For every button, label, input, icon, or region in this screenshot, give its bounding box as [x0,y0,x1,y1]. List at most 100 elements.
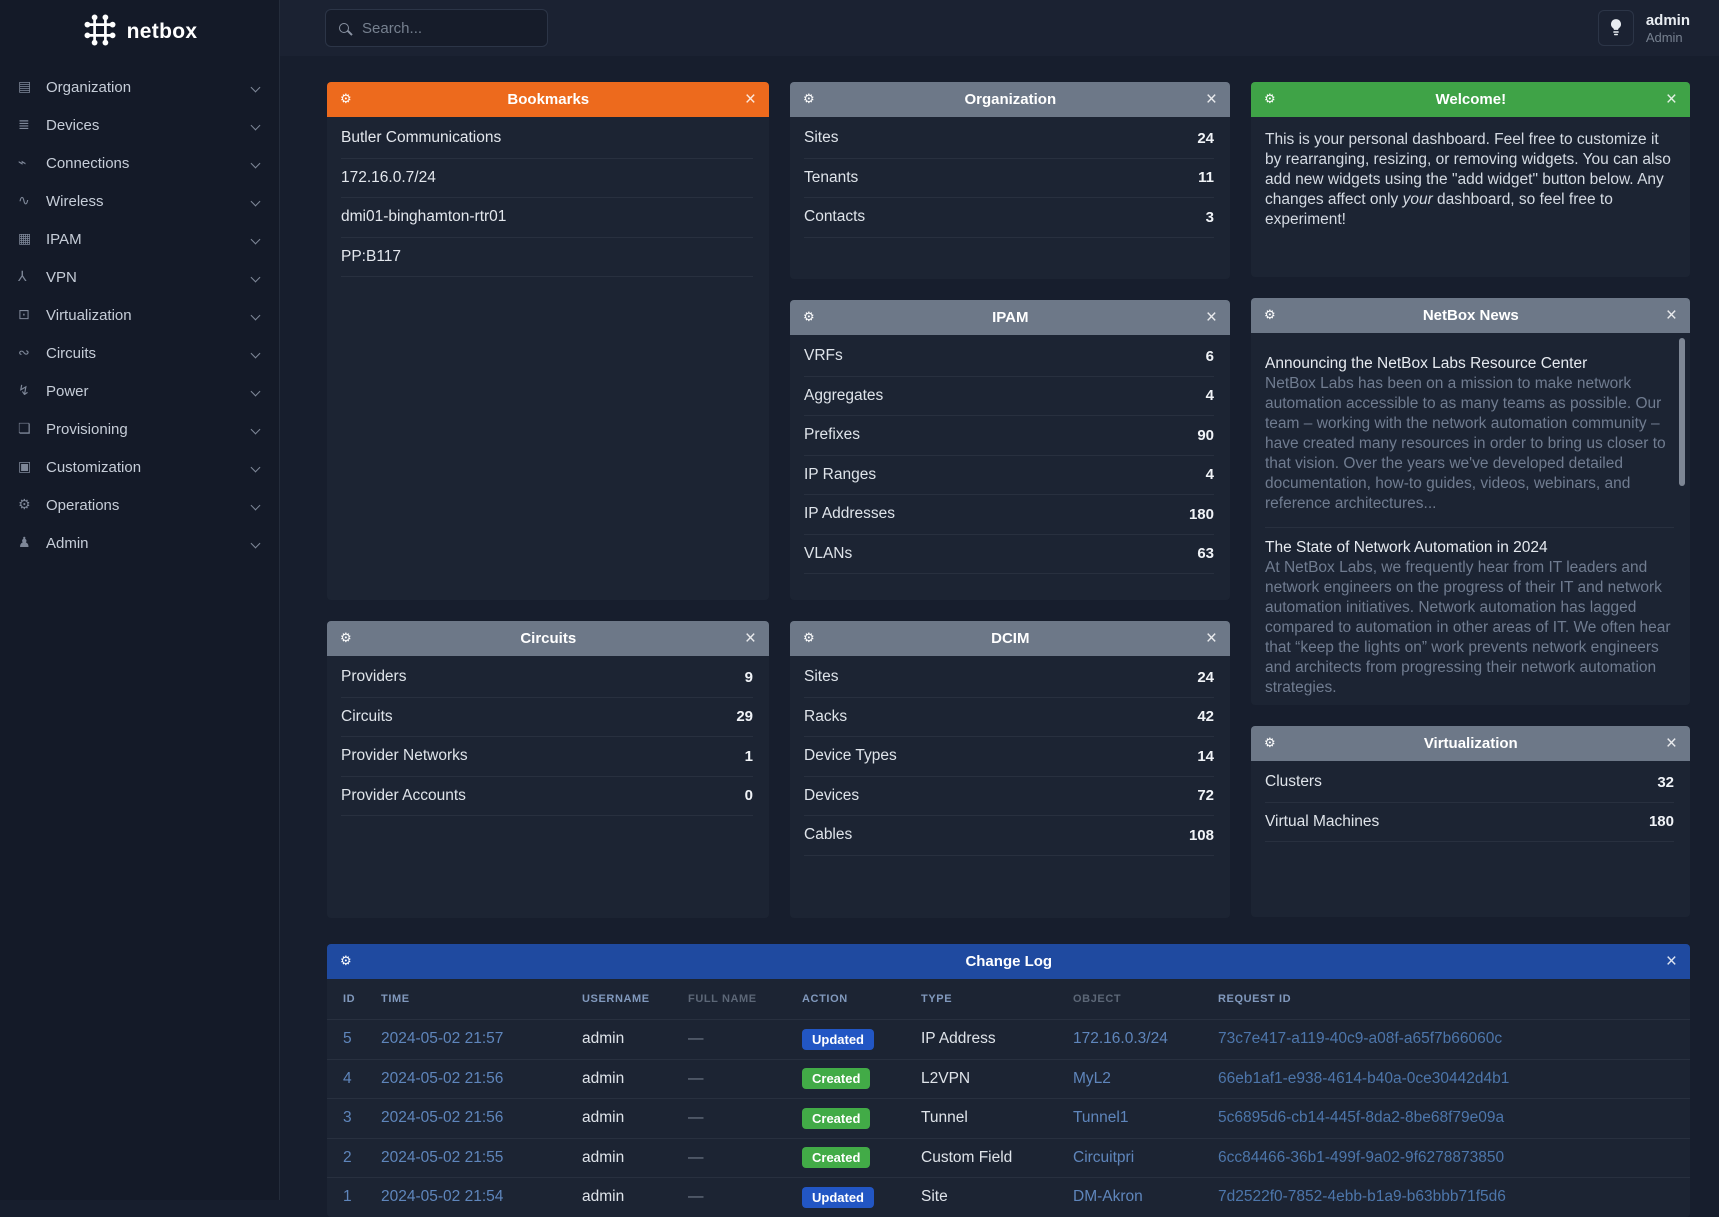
sidebar-item[interactable]: ⅄ VPN [0,258,279,296]
gear-icon[interactable]: ⚙ [1264,309,1276,322]
change-object-link[interactable]: Circuitpri [1073,1149,1218,1167]
gear-icon[interactable]: ⚙ [803,93,815,106]
count-label-link[interactable]: Clusters [1265,773,1322,791]
change-action-cell: Created [802,1108,921,1129]
changelog-row: 5 2024-05-02 21:57 admin — Updated IP Ad… [327,1019,1690,1059]
change-time-link[interactable]: 2024-05-02 21:55 [381,1149,582,1167]
count-label-link[interactable]: IP Ranges [804,466,876,484]
change-request-id-link[interactable]: 73c7e417-a119-40c9-a08f-a65f7b66060c [1218,1030,1674,1048]
count-label-link[interactable]: Contacts [804,208,865,226]
change-time-link[interactable]: 2024-05-02 21:54 [381,1188,582,1206]
theme-toggle-button[interactable] [1598,10,1634,46]
change-id-link[interactable]: 1 [343,1188,381,1206]
change-id-link[interactable]: 2 [343,1149,381,1167]
count-row: Cables 108 [804,816,1214,856]
count-label-link[interactable]: Device Types [804,747,897,765]
column-header-id[interactable]: ID [343,993,381,1005]
change-request-id-link[interactable]: 5c6895d6-cb14-445f-8da2-8be68f79e09a [1218,1109,1674,1127]
count-label-link[interactable]: VRFs [804,347,843,365]
user-menu[interactable]: admin Admin [1646,12,1690,45]
close-icon[interactable]: × [745,629,756,648]
change-id-link[interactable]: 3 [343,1109,381,1127]
change-id-link[interactable]: 4 [343,1070,381,1088]
bookmark-link[interactable]: Butler Communications [341,119,753,159]
close-icon[interactable]: × [1206,308,1217,327]
news-article-body: At NetBox Labs, we frequently hear from … [1265,558,1674,698]
count-value: 4 [1206,387,1214,404]
gear-icon[interactable]: ⚙ [803,632,815,645]
count-label-link[interactable]: Provider Accounts [341,787,466,805]
change-request-id-link[interactable]: 7d2522f0-7852-4ebb-b1a9-b63bbb71f5d6 [1218,1188,1674,1206]
column-header-time[interactable]: TIME [381,993,582,1005]
count-label-link[interactable]: Circuits [341,708,393,726]
gear-icon[interactable]: ⚙ [1264,737,1276,750]
changelog-table-header: ID TIME USERNAME FULL NAME ACTION TYPE O… [327,979,1690,1019]
sidebar-item[interactable]: ♟ Admin [0,524,279,562]
sidebar-item[interactable]: ❏ Provisioning [0,410,279,448]
count-label-link[interactable]: Prefixes [804,426,860,444]
count-label-link[interactable]: Providers [341,668,406,686]
bookmark-link[interactable]: PP:B117 [341,238,753,278]
column-header-type[interactable]: TYPE [921,993,1073,1005]
gear-icon[interactable]: ⚙ [1264,93,1276,106]
change-object-link[interactable]: 172.16.0.3/24 [1073,1030,1218,1048]
change-request-id-link[interactable]: 66eb1af1-e938-4614-b40a-0ce30442d4b1 [1218,1070,1674,1088]
action-badge: Updated [802,1029,874,1050]
change-request-id-link[interactable]: 6cc84466-36b1-499f-9a02-9f6278873850 [1218,1149,1674,1167]
sidebar-item[interactable]: ▤ Organization [0,68,279,106]
count-label-link[interactable]: Racks [804,708,847,726]
change-object-link[interactable]: MyL2 [1073,1070,1218,1088]
column-header-action[interactable]: ACTION [802,993,921,1005]
count-label-link[interactable]: Devices [804,787,859,805]
close-icon[interactable]: × [1206,90,1217,109]
change-object-link[interactable]: DM-Akron [1073,1188,1218,1206]
change-id-link[interactable]: 5 [343,1030,381,1048]
sidebar-item[interactable]: ▣ Customization [0,448,279,486]
close-icon[interactable]: × [1666,952,1677,971]
news-headline-link[interactable]: The State of Network Automation in 2024 [1265,538,1674,558]
gear-icon[interactable]: ⚙ [340,955,352,968]
search-box[interactable] [325,9,548,47]
close-icon[interactable]: × [1666,734,1677,753]
change-object-link[interactable]: Tunnel1 [1073,1109,1218,1127]
gear-icon[interactable]: ⚙ [803,311,815,324]
count-label-link[interactable]: Sites [804,668,838,686]
change-time-link[interactable]: 2024-05-02 21:56 [381,1070,582,1088]
chevron-down-icon [251,500,261,510]
sidebar-item[interactable]: ∾ Circuits [0,334,279,372]
sidebar-item[interactable]: ⚙ Operations [0,486,279,524]
sidebar-item[interactable]: ▦ IPAM [0,220,279,258]
news-scrollbar[interactable] [1679,338,1685,486]
column-header-username[interactable]: USERNAME [582,993,688,1005]
bookmark-link[interactable]: dmi01-binghamton-rtr01 [341,198,753,238]
netbox-logo[interactable]: netbox [0,0,279,60]
sidebar-item[interactable]: ⊡ Virtualization [0,296,279,334]
close-icon[interactable]: × [1666,90,1677,109]
user-name: admin [1646,12,1690,30]
news-headline-link[interactable]: Announcing the NetBox Labs Resource Cent… [1265,354,1674,374]
count-label-link[interactable]: Virtual Machines [1265,813,1379,831]
action-badge: Created [802,1147,870,1168]
change-time-link[interactable]: 2024-05-02 21:57 [381,1030,582,1048]
gear-icon[interactable]: ⚙ [340,632,352,645]
bookmark-link[interactable]: 172.16.0.7/24 [341,159,753,199]
gear-icon[interactable]: ⚙ [340,93,352,106]
count-label-link[interactable]: Provider Networks [341,747,468,765]
count-label-link[interactable]: Cables [804,826,852,844]
count-label-link[interactable]: Aggregates [804,387,883,405]
close-icon[interactable]: × [745,90,756,109]
sidebar-item[interactable]: ∿ Wireless [0,182,279,220]
search-input[interactable] [362,20,561,37]
close-icon[interactable]: × [1206,629,1217,648]
close-icon[interactable]: × [1666,306,1677,325]
column-header-request-id[interactable]: REQUEST ID [1218,993,1674,1005]
count-label-link[interactable]: Sites [804,129,838,147]
change-time-link[interactable]: 2024-05-02 21:56 [381,1109,582,1127]
sidebar-item[interactable]: ↯ Power [0,372,279,410]
sidebar-item[interactable]: ⌁ Connections [0,144,279,182]
count-label-link[interactable]: VLANs [804,545,852,563]
sidebar-item[interactable]: ≣ Devices [0,106,279,144]
count-row: Clusters 32 [1265,763,1674,803]
count-label-link[interactable]: Tenants [804,169,858,187]
count-label-link[interactable]: IP Addresses [804,505,895,523]
